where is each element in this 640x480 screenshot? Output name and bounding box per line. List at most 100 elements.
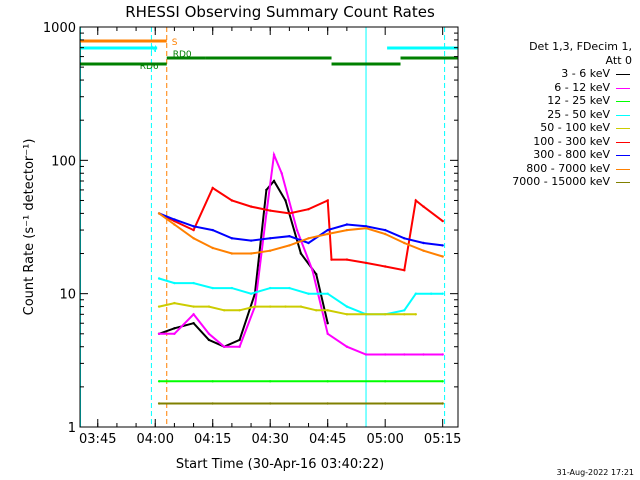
data-point — [238, 345, 241, 348]
data-point — [173, 281, 176, 285]
data-point — [230, 286, 234, 290]
data-point — [288, 235, 291, 238]
data-point — [192, 322, 195, 325]
data-point — [269, 237, 272, 240]
data-point — [211, 286, 214, 290]
data-point — [157, 380, 161, 383]
data-point — [284, 305, 287, 308]
data-point — [384, 313, 387, 316]
legend-entry-label: 800 - 7000 keV — [526, 161, 610, 175]
data-point — [173, 327, 176, 330]
legend-swatch — [616, 74, 630, 75]
data-point — [265, 188, 268, 192]
x-tick-label: 05:00 — [366, 432, 403, 447]
data-point — [211, 186, 214, 190]
legend-entry-label: 12 - 25 keV — [547, 94, 610, 107]
data-point — [211, 228, 214, 232]
data-point — [269, 305, 272, 308]
data-point — [307, 208, 310, 211]
data-point — [441, 380, 444, 383]
x-tick-label: 05:15 — [424, 432, 461, 447]
x-tick-label: 04:45 — [309, 432, 346, 447]
data-point — [422, 249, 425, 252]
y-tick-label: 10 — [59, 288, 76, 303]
legend-header-line-2: Att 0 — [605, 53, 632, 67]
data-point — [441, 292, 444, 295]
legend-swatch — [616, 155, 630, 156]
data-point — [192, 237, 195, 240]
legend-entry: 800 - 7000 keV — [480, 162, 636, 176]
data-point — [403, 237, 406, 240]
x-tick-label: 04:00 — [137, 432, 174, 447]
data-point — [288, 244, 291, 247]
data-point — [192, 225, 195, 228]
legend: Det 1,3, FDecim 1, Att 0 3 - 6 keV 6 - 12… — [480, 40, 636, 189]
legend-entry-label: 3 - 6 keV — [561, 67, 610, 80]
data-point — [414, 292, 417, 295]
data-point — [173, 332, 176, 335]
data-point — [230, 237, 234, 240]
data-point — [249, 205, 253, 208]
data-point — [345, 345, 349, 348]
data-point — [173, 223, 176, 226]
legend-swatch — [616, 114, 630, 116]
data-point — [299, 305, 303, 308]
data-point — [345, 313, 349, 316]
legend-swatch — [616, 128, 630, 129]
legend-entry: 12 - 25 keV — [480, 94, 636, 108]
data-point — [414, 313, 417, 316]
data-point — [157, 212, 161, 215]
data-point — [326, 309, 329, 312]
data-point — [345, 223, 349, 226]
data-point — [157, 277, 161, 280]
legend-swatch — [616, 101, 630, 102]
data-point — [173, 218, 176, 221]
data-point — [326, 332, 329, 335]
data-point — [207, 305, 211, 308]
x-tick-label: 03:45 — [79, 432, 116, 447]
data-point — [441, 244, 444, 247]
legend-swatch — [616, 182, 630, 183]
data-point — [192, 305, 195, 308]
legend-entry: 50 - 100 keV — [480, 121, 636, 135]
legend-entry: 6 - 12 keV — [480, 81, 636, 95]
data-point — [192, 313, 195, 316]
data-point — [207, 338, 211, 342]
data-point — [269, 209, 272, 212]
chart-title: RHESSI Observing Summary Count Rates — [125, 3, 435, 21]
data-point — [307, 241, 310, 245]
status-bar-label: S — [172, 38, 178, 48]
data-point — [414, 199, 417, 202]
legend-entry: 100 - 300 keV — [480, 135, 636, 149]
legend-entry: 300 - 800 keV — [480, 148, 636, 162]
legend-entry-label: 300 - 800 keV — [533, 148, 610, 161]
data-point — [284, 199, 287, 202]
data-point — [307, 292, 310, 295]
legend-entry: 25 - 50 keV — [480, 108, 636, 122]
data-point — [272, 179, 276, 183]
legend-entry: 7000 - 15000 keV — [480, 175, 636, 189]
data-point — [441, 255, 444, 258]
data-point — [253, 305, 257, 308]
data-point — [326, 232, 329, 236]
data-point — [422, 205, 425, 208]
plot-frame — [79, 26, 459, 428]
data-point — [315, 309, 318, 312]
data-point — [403, 353, 406, 356]
series-line — [158, 302, 416, 316]
data-point — [441, 402, 444, 405]
y-tick-label: 1 — [68, 421, 76, 436]
legend-entry: 3 - 6 keV — [480, 67, 636, 81]
data-point — [345, 258, 349, 261]
data-point — [192, 228, 195, 232]
data-point — [326, 292, 329, 295]
data-point — [230, 252, 234, 255]
y-tick-label: 1000 — [43, 21, 76, 36]
legend-swatch — [616, 168, 630, 170]
data-point — [211, 402, 214, 405]
data-point — [288, 212, 291, 215]
data-point — [238, 309, 241, 312]
data-point — [288, 286, 291, 290]
data-point — [326, 380, 329, 383]
data-point — [315, 273, 318, 276]
